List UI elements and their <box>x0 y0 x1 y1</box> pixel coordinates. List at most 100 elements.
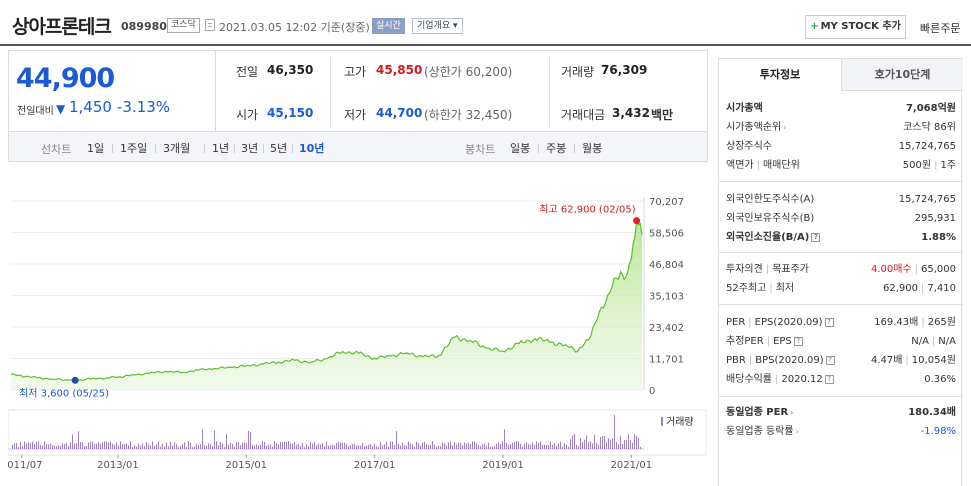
volume-bar <box>214 430 215 449</box>
tab-5y[interactable]: 5년 <box>270 142 288 155</box>
sector-change-row[interactable]: 동일업종 등락률 › -1.98% <box>726 423 956 440</box>
help-icon[interactable]: ? <box>811 233 821 242</box>
tab-divider <box>112 144 113 153</box>
tab-divider <box>538 144 539 153</box>
y-tick-label: 0 <box>649 386 655 397</box>
volume-bar <box>246 443 247 449</box>
est-per-row: 추정PER | EPS? N/A | N/A <box>726 336 956 347</box>
y-tick-label: 11,701 <box>649 355 684 366</box>
volume-bar <box>626 439 627 449</box>
volume-bar <box>212 446 213 449</box>
volume-bar <box>252 444 253 449</box>
document-icon[interactable] <box>205 19 215 31</box>
volume-bar <box>464 442 465 449</box>
volume-bar <box>22 445 23 449</box>
volume-bar <box>98 442 99 449</box>
high-point-marker <box>633 217 641 225</box>
volume-bar <box>582 441 583 449</box>
volume-bar <box>314 442 315 449</box>
dividend-row: 배당수익률 | 2020.12? 0.36% <box>726 371 956 388</box>
volume-bar <box>194 446 195 449</box>
volume-bar <box>216 441 217 449</box>
help-icon[interactable]: ? <box>793 337 803 346</box>
open-label: 시가 <box>236 108 259 122</box>
volume-bar <box>510 443 511 449</box>
volume-bar <box>478 445 479 449</box>
stock-code: 089980 <box>121 20 167 33</box>
volume-bar <box>154 446 155 449</box>
foreign-hold-row: 외국인보유주식수(B) 295,931 <box>726 210 956 227</box>
section-divider <box>719 252 963 253</box>
help-icon[interactable]: ? <box>824 375 834 384</box>
eps-value: 265원 <box>927 317 956 328</box>
volume-bar <box>392 441 393 449</box>
foreign-hold-label: 외국인보유주식수(B) <box>726 213 815 224</box>
volume-bar <box>548 444 549 449</box>
pbr-row: PBR | BPS(2020.09)? 4.47배 | 10,054원 <box>726 355 956 366</box>
volume-bar <box>602 435 603 449</box>
volume-bar <box>404 444 405 449</box>
volume-bar <box>534 444 535 449</box>
volume-bar <box>166 442 167 449</box>
opinion-label: 투자의견 <box>726 264 763 275</box>
volume-bar <box>558 443 559 449</box>
market-cap-rank-row[interactable]: 시가총액순위 › 코스닥 86위 <box>726 119 956 136</box>
volume-bar <box>250 432 251 449</box>
help-icon[interactable]: ? <box>824 318 834 327</box>
volume-bar <box>58 445 59 449</box>
amount-label: 거래대금 <box>561 108 606 122</box>
price-area <box>11 220 642 390</box>
chevron-right-icon: › <box>790 408 794 417</box>
help-icon[interactable]: ? <box>825 356 835 365</box>
tab-1y[interactable]: 1년 <box>212 142 230 155</box>
tab-1d[interactable]: 1일 <box>87 142 105 155</box>
volume-bar <box>174 442 175 449</box>
volume-bar <box>104 441 105 449</box>
volume-bar <box>506 442 507 449</box>
per-value: 169.43배 <box>874 317 919 328</box>
volume-bar <box>486 445 487 449</box>
company-info-dropdown[interactable]: 기업개요 ▾ <box>412 18 463 34</box>
volume-bar <box>376 446 377 449</box>
volume-bar <box>622 444 623 449</box>
volume-bar <box>388 446 389 449</box>
volume-bar <box>294 441 295 449</box>
volume-bar <box>430 444 431 449</box>
volume-bar <box>618 444 619 449</box>
tab-10y[interactable]: 10년 <box>299 142 325 155</box>
volume-bar <box>332 444 333 449</box>
volume-bar <box>638 437 639 449</box>
volume-chart: 거래량 <box>8 409 707 456</box>
tab-monthly[interactable]: 월봉 <box>582 142 603 155</box>
tab-3y[interactable]: 3년 <box>241 142 259 155</box>
tab-daily[interactable]: 일봉 <box>510 142 531 155</box>
quick-order-link[interactable]: 빠른주문 <box>920 22 961 35</box>
volume-bar <box>324 446 325 449</box>
volume-bar <box>68 445 69 449</box>
realtime-badge[interactable]: 실시간 <box>372 18 405 34</box>
volume-bar <box>540 441 541 449</box>
volume-bar <box>454 442 455 449</box>
volume-bar <box>620 436 621 449</box>
volume-bar <box>470 444 471 449</box>
volume-bar <box>508 444 509 449</box>
tab-orderbook-10[interactable]: 호가10단계 <box>841 58 963 91</box>
opinion-row: 투자의견 | 목표주가 4.00매수 | 65,000 <box>726 264 956 275</box>
volume-bar <box>528 444 529 449</box>
volume-bar <box>180 446 181 449</box>
sector-change-label: 동일업종 등락률 <box>726 426 794 437</box>
par-value: 500원 <box>902 160 932 171</box>
volume-bar <box>532 442 533 449</box>
tab-weekly[interactable]: 주봉 <box>546 142 567 155</box>
volume-bar <box>472 441 473 449</box>
sector-per-row[interactable]: 동일업종 PER › 180.34배 <box>726 404 956 421</box>
tab-3m[interactable]: 3개월 <box>163 142 191 155</box>
price-chart[interactable]: 70,207 58,506 46,804 35,103 23,402 11,701 0 최고… <box>8 162 708 486</box>
volume-bar <box>422 442 423 449</box>
tab-investment-info[interactable]: 투자정보 <box>719 58 841 91</box>
foreign-ratio-row: 외국인소진율(B/A)? 1.88% <box>726 229 956 246</box>
volume-bar <box>500 444 501 449</box>
tab-1w[interactable]: 1주일 <box>120 142 148 155</box>
add-my-stock-button[interactable]: + MY STOCK 추가 <box>805 15 906 39</box>
volume-bar <box>106 441 107 449</box>
